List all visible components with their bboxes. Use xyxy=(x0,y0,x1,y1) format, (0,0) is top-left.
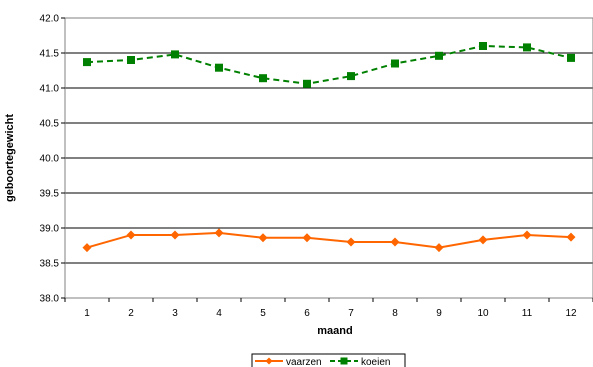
data-point-vaarzen xyxy=(566,232,576,242)
x-tick-label: 12 xyxy=(565,308,577,319)
legend-label-vaarzen: vaarzen xyxy=(286,357,322,367)
data-point-vaarzen xyxy=(126,230,136,240)
data-point-koeien xyxy=(303,79,311,88)
y-tick-label: 40.5 xyxy=(40,119,60,130)
legend-label-koeien: koeien xyxy=(361,357,390,367)
data-point-vaarzen xyxy=(170,230,180,240)
data-point-vaarzen xyxy=(82,243,92,253)
x-axis-title: maand xyxy=(317,325,352,337)
y-tick-label: 42.0 xyxy=(40,14,60,25)
x-tick-label: 2 xyxy=(128,308,134,319)
data-point-vaarzen xyxy=(390,237,400,247)
data-point-koeien xyxy=(435,51,443,60)
legend-marker-koeien xyxy=(340,357,348,365)
data-point-vaarzen xyxy=(434,243,444,253)
data-point-koeien xyxy=(347,72,355,81)
x-tick-label: 5 xyxy=(260,308,266,319)
y-tick-label: 39.0 xyxy=(40,224,60,235)
y-axis-title: geboortegewicht xyxy=(4,114,16,202)
data-point-koeien xyxy=(567,53,575,62)
gridlines xyxy=(65,17,593,299)
x-tick-label: 9 xyxy=(436,308,442,319)
x-tick-label: 11 xyxy=(522,308,533,319)
y-tick-label: 38.5 xyxy=(40,259,60,270)
x-tick-label: 6 xyxy=(304,308,310,319)
x-tick-label: 1 xyxy=(84,308,90,319)
series-line-vaarzen xyxy=(86,231,572,249)
data-point-koeien xyxy=(127,56,135,64)
y-tick-label: 39.5 xyxy=(40,189,60,200)
data-point-koeien xyxy=(171,50,179,59)
y-tick-label: 41.0 xyxy=(40,84,60,95)
series-layer xyxy=(82,42,576,253)
data-point-vaarzen xyxy=(478,235,488,245)
legend-marker-vaarzen xyxy=(265,357,273,365)
data-point-koeien xyxy=(523,43,531,52)
x-tick-label: 10 xyxy=(477,308,489,319)
data-point-vaarzen xyxy=(214,228,224,238)
x-tick-label: 3 xyxy=(172,308,178,319)
y-tick-label: 41.5 xyxy=(40,49,60,60)
y-tick-label: 38.0 xyxy=(40,294,60,305)
y-tick-label: 40.0 xyxy=(40,154,60,165)
series-line-koeien xyxy=(86,44,572,85)
data-point-koeien xyxy=(391,59,399,68)
data-point-koeien xyxy=(215,63,223,72)
data-point-koeien xyxy=(83,58,91,67)
legend-box xyxy=(251,353,406,367)
data-point-vaarzen xyxy=(522,230,532,240)
data-point-vaarzen xyxy=(346,237,356,247)
data-point-vaarzen xyxy=(258,233,268,243)
x-tick-label: 7 xyxy=(348,308,354,319)
x-tick-label: 8 xyxy=(392,308,398,319)
data-point-vaarzen xyxy=(302,233,312,243)
x-tick-label: 4 xyxy=(216,308,222,319)
data-point-koeien xyxy=(479,42,487,50)
axis-ticks: 38.038.539.039.540.040.541.041.542.01 2 3 4… xyxy=(40,14,593,319)
legend: vaarzen koeien xyxy=(251,353,406,367)
data-point-koeien xyxy=(259,74,267,83)
